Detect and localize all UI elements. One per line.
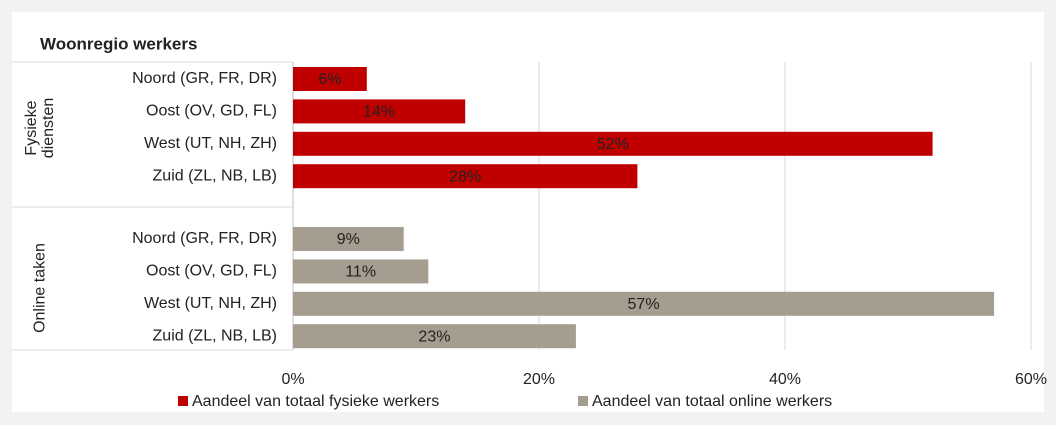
category-label: West (UT, NH, ZH) xyxy=(144,135,277,152)
bar xyxy=(293,291,995,316)
value-label: 23% xyxy=(418,328,450,345)
bar xyxy=(293,67,367,91)
x-tick-label: 40% xyxy=(769,371,801,388)
bar xyxy=(293,227,404,251)
bar xyxy=(293,164,638,189)
category-label: West (UT, NH, ZH) xyxy=(144,295,277,312)
value-label: 11% xyxy=(345,264,376,281)
category-label: Zuid (ZL, NB, LB) xyxy=(153,327,277,344)
category-label: Noord (GR, FR, DR) xyxy=(132,70,277,87)
bar xyxy=(293,259,429,284)
legend-swatch xyxy=(578,396,588,406)
x-tick-label: 0% xyxy=(281,371,304,388)
value-label: 14% xyxy=(363,104,395,121)
x-tick-label: 20% xyxy=(523,371,555,388)
group-label: Fysieke diensten xyxy=(23,97,57,158)
value-label: 52% xyxy=(597,136,629,153)
bar xyxy=(293,131,933,156)
legend-label: Aandeel van totaal online werkers xyxy=(592,393,832,410)
bar xyxy=(293,99,466,124)
category-label: Noord (GR, FR, DR) xyxy=(132,230,277,247)
group-label: Online taken xyxy=(31,242,49,333)
bar xyxy=(293,324,576,349)
x-tick-label: 60% xyxy=(1015,371,1047,388)
chart-title: Woonregio werkers xyxy=(40,34,197,53)
category-label: Oost (OV, GD, FL) xyxy=(146,263,277,280)
value-label: 28% xyxy=(449,168,481,185)
value-label: 57% xyxy=(628,296,660,313)
legend-swatch xyxy=(178,396,188,406)
value-label: 6% xyxy=(318,71,341,88)
value-label: 9% xyxy=(337,231,360,248)
legend-label: Aandeel van totaal fysieke werkers xyxy=(192,393,439,410)
category-label: Oost (OV, GD, FL) xyxy=(146,103,277,120)
category-label: Zuid (ZL, NB, LB) xyxy=(153,167,277,184)
